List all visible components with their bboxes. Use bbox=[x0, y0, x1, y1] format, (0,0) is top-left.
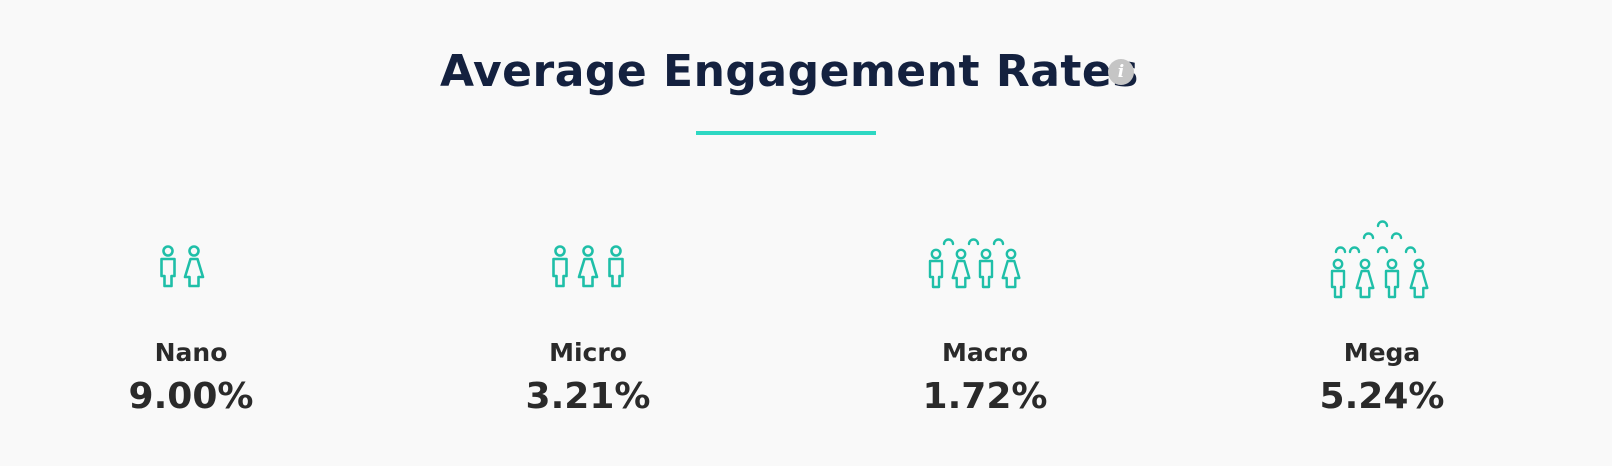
small-crowd-icon bbox=[875, 210, 1095, 315]
two-people-icon bbox=[81, 210, 301, 315]
title-underline bbox=[696, 131, 876, 135]
three-people-icon bbox=[478, 210, 698, 315]
page-title: Average Engagement Rates bbox=[440, 46, 1139, 97]
stat-macro: Macro 1.72% bbox=[875, 210, 1095, 430]
stat-value: 9.00% bbox=[128, 376, 254, 417]
engagement-stats: Nano 9.00% Micro 3.21% bbox=[0, 210, 1612, 430]
large-crowd-icon bbox=[1272, 210, 1492, 315]
stat-mega: Mega 5.24% bbox=[1272, 210, 1492, 430]
stat-label: Nano bbox=[154, 338, 228, 367]
stat-label: Macro bbox=[941, 338, 1029, 367]
stat-value: 1.72% bbox=[922, 376, 1048, 417]
stat-micro: Micro 3.21% bbox=[478, 210, 698, 430]
stat-nano: Nano 9.00% bbox=[81, 210, 301, 430]
stat-label: Mega bbox=[1343, 338, 1421, 367]
stat-value: 5.24% bbox=[1319, 376, 1445, 417]
info-icon[interactable]: i bbox=[1108, 59, 1134, 85]
stat-value: 3.21% bbox=[525, 376, 651, 417]
header: Average Engagement Rates i bbox=[0, 38, 1612, 106]
stat-label: Micro bbox=[549, 338, 627, 367]
